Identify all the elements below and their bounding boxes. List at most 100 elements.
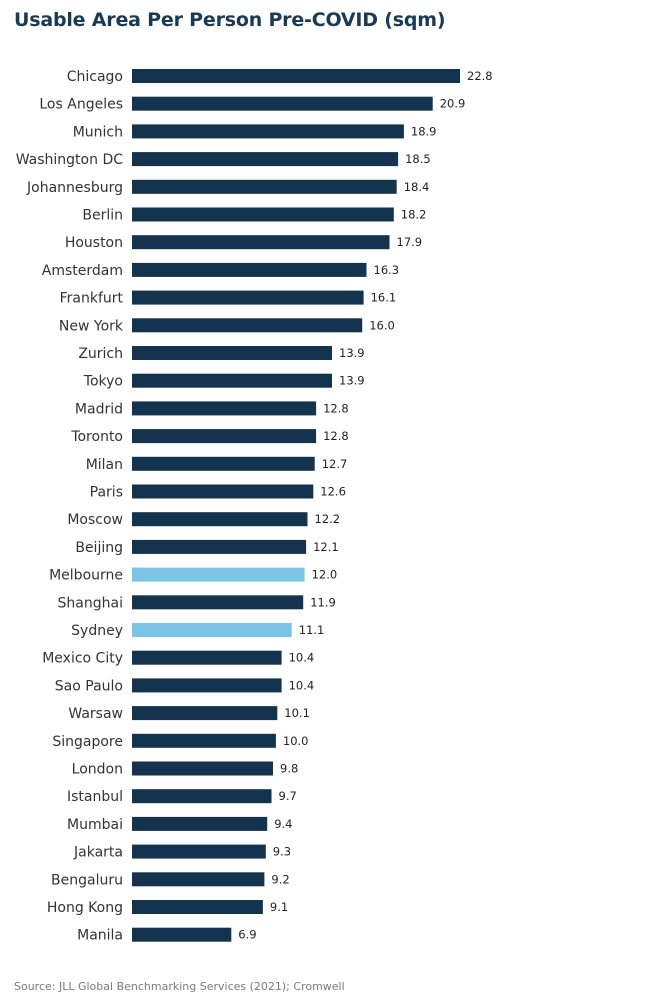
category-labels: Chicago Los Angeles Munich Washington DC Joh… bbox=[16, 69, 124, 944]
bar-shanghai bbox=[132, 595, 304, 610]
category-label-manila: Manila bbox=[77, 928, 123, 944]
bar-tokyo bbox=[132, 373, 332, 388]
category-label-sao-paulo: Sao Paulo bbox=[55, 678, 123, 694]
category-label-los-angeles: Los Angeles bbox=[39, 97, 123, 113]
bar-warsaw bbox=[132, 706, 278, 721]
value-label-beijing: 12.1 bbox=[313, 540, 339, 554]
category-label-mexico-city: Mexico City bbox=[42, 651, 123, 667]
bar-sao-paulo bbox=[132, 678, 282, 693]
bar-berlin bbox=[132, 207, 394, 222]
bar-new-york bbox=[132, 318, 363, 333]
bar-melbourne bbox=[132, 567, 305, 582]
category-label-johannesburg: Johannesburg bbox=[26, 180, 123, 196]
value-label-singapore: 10.0 bbox=[283, 734, 309, 748]
bar-jakarta bbox=[132, 844, 266, 859]
bar-mexico-city bbox=[132, 650, 282, 665]
value-label-hong-kong: 9.1 bbox=[270, 900, 288, 914]
category-label-moscow: Moscow bbox=[67, 512, 123, 528]
category-label-washington-dc: Washington DC bbox=[16, 152, 124, 168]
bar-munich bbox=[132, 124, 404, 139]
bar-moscow bbox=[132, 512, 308, 527]
category-label-london: London bbox=[72, 762, 123, 778]
value-label-mumbai: 9.4 bbox=[274, 817, 292, 831]
bar-london bbox=[132, 761, 273, 776]
category-label-bengaluru: Bengaluru bbox=[51, 872, 123, 888]
category-label-new-york: New York bbox=[59, 318, 124, 334]
value-label-johannesburg: 18.4 bbox=[404, 180, 430, 194]
bar-houston bbox=[132, 235, 390, 250]
bar-zurich bbox=[132, 346, 332, 360]
value-label-amsterdam: 16.3 bbox=[374, 263, 400, 277]
value-label-zurich: 13.9 bbox=[339, 346, 365, 360]
bar-johannesburg bbox=[132, 179, 397, 194]
bar-beijing bbox=[132, 539, 307, 554]
category-label-tokyo: Tokyo bbox=[83, 374, 123, 390]
category-label-chicago: Chicago bbox=[67, 69, 123, 85]
bar-istanbul bbox=[132, 789, 272, 804]
bar-los-angeles bbox=[132, 96, 433, 111]
bar-paris bbox=[132, 484, 314, 499]
category-label-sydney: Sydney bbox=[71, 623, 123, 639]
category-label-jakarta: Jakarta bbox=[73, 845, 123, 861]
value-label-sydney: 11.1 bbox=[299, 623, 325, 637]
value-label-munich: 18.9 bbox=[411, 124, 437, 138]
category-label-mumbai: Mumbai bbox=[67, 817, 123, 833]
bar-washington-dc bbox=[132, 152, 399, 167]
value-labels: 22.820.918.9 18.5 18.4 18.2 17.9 16.3 16.1 16.0… bbox=[238, 69, 492, 942]
category-label-shanghai: Shanghai bbox=[58, 595, 123, 611]
value-label-paris: 12.6 bbox=[320, 485, 346, 499]
category-label-melbourne: Melbourne bbox=[49, 568, 123, 584]
bar-madrid bbox=[132, 401, 317, 416]
bar-sydney bbox=[132, 623, 292, 637]
bar-bengaluru bbox=[132, 872, 265, 887]
category-label-madrid: Madrid bbox=[75, 401, 123, 417]
value-label-toronto: 12.8 bbox=[323, 429, 349, 443]
value-label-moscow: 12.2 bbox=[315, 512, 341, 526]
value-label-jakarta: 9.3 bbox=[273, 845, 291, 859]
category-label-frankfurt: Frankfurt bbox=[60, 291, 124, 307]
category-label-hong-kong: Hong Kong bbox=[47, 900, 123, 916]
bar-hong-kong bbox=[132, 900, 263, 914]
bar-toronto bbox=[132, 429, 317, 444]
category-label-beijing: Beijing bbox=[75, 540, 123, 556]
category-label-istanbul: Istanbul bbox=[67, 789, 123, 805]
category-label-warsaw: Warsaw bbox=[68, 706, 123, 722]
chart-title: Usable Area Per Person Pre-COVID (sqm) bbox=[14, 9, 446, 31]
category-label-paris: Paris bbox=[90, 485, 123, 501]
value-label-houston: 17.9 bbox=[397, 235, 423, 249]
bar-chart: Chicago Los Angeles Munich Washington DC Joh… bbox=[16, 69, 493, 944]
category-label-houston: Houston bbox=[65, 235, 123, 251]
value-label-istanbul: 9.7 bbox=[279, 789, 297, 803]
value-label-mexico-city: 10.4 bbox=[289, 651, 315, 665]
category-label-toronto: Toronto bbox=[70, 429, 123, 445]
value-label-chicago: 22.8 bbox=[467, 69, 493, 83]
value-label-tokyo: 13.9 bbox=[339, 374, 365, 388]
category-label-amsterdam: Amsterdam bbox=[42, 263, 123, 279]
value-label-shanghai: 11.9 bbox=[310, 595, 336, 609]
value-label-los-angeles: 20.9 bbox=[440, 97, 466, 111]
bar-mumbai bbox=[132, 816, 268, 831]
bar-singapore bbox=[132, 733, 276, 748]
bars bbox=[132, 69, 460, 942]
value-label-new-york: 16.0 bbox=[369, 318, 395, 332]
value-label-madrid: 12.8 bbox=[323, 401, 349, 415]
category-label-singapore: Singapore bbox=[52, 734, 123, 750]
value-label-sao-paulo: 10.4 bbox=[289, 678, 315, 692]
value-label-frankfurt: 16.1 bbox=[371, 291, 397, 305]
value-label-bengaluru: 9.2 bbox=[271, 872, 289, 886]
value-label-melbourne: 12.0 bbox=[312, 568, 338, 582]
value-label-warsaw: 10.1 bbox=[284, 706, 310, 720]
bar-amsterdam bbox=[132, 262, 367, 277]
bar-frankfurt bbox=[132, 290, 364, 305]
value-label-london: 9.8 bbox=[280, 762, 298, 776]
category-label-milan: Milan bbox=[86, 457, 123, 473]
value-label-berlin: 18.2 bbox=[401, 208, 427, 222]
bar-milan bbox=[132, 456, 315, 471]
source-note: Source: JLL Global Benchmarking Services… bbox=[14, 980, 345, 993]
bar-manila bbox=[132, 927, 232, 942]
value-label-milan: 12.7 bbox=[322, 457, 348, 471]
bar-chicago bbox=[132, 69, 460, 83]
category-label-berlin: Berlin bbox=[82, 208, 123, 224]
value-label-washington-dc: 18.5 bbox=[405, 152, 431, 166]
value-label-manila: 6.9 bbox=[238, 928, 256, 942]
